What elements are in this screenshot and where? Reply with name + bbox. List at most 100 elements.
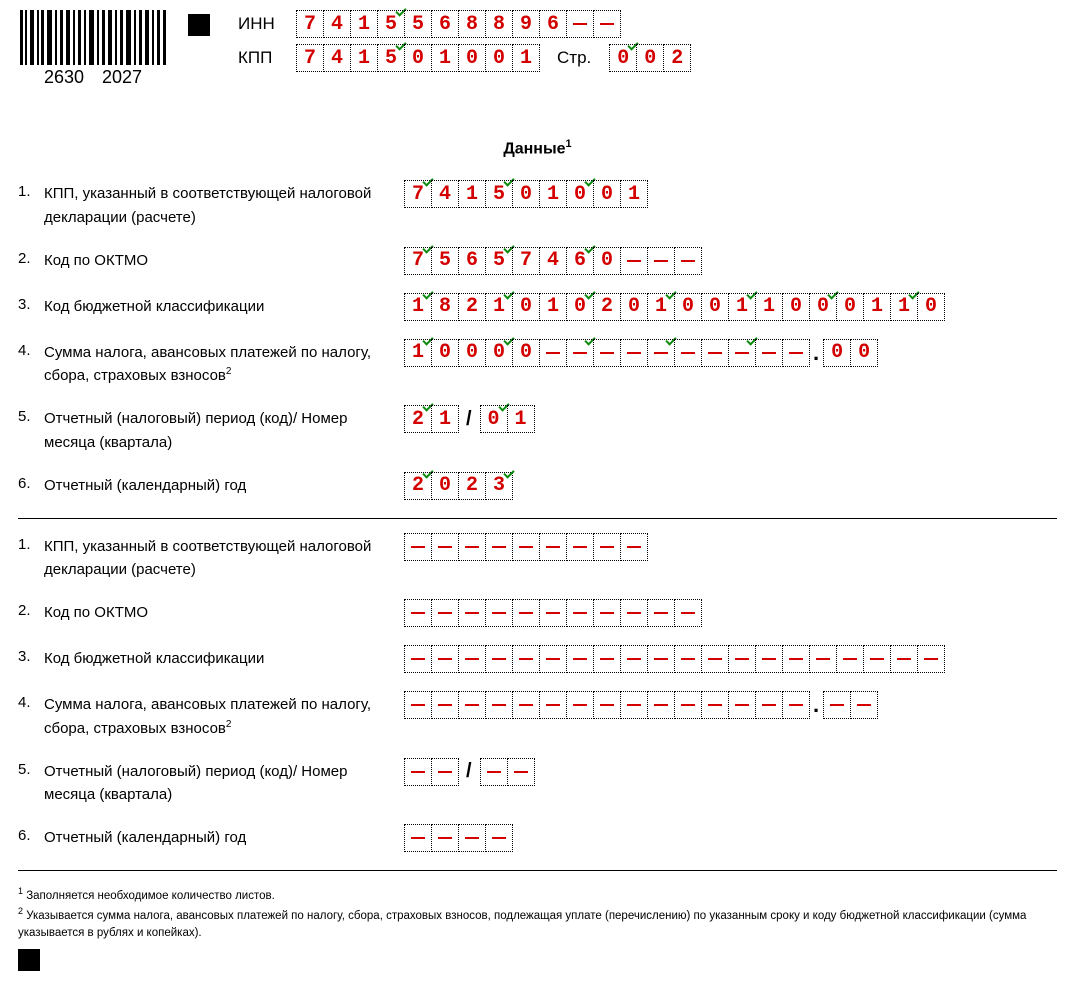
section-title-text: Данные — [503, 140, 565, 157]
row-number: 2. — [18, 599, 44, 619]
cell: 0 — [917, 293, 945, 321]
cell: 6 — [458, 247, 486, 275]
decimal-dot: . — [813, 691, 819, 719]
section-title: Данные1 — [18, 138, 1057, 158]
cell — [782, 645, 810, 673]
cell: 0 — [609, 44, 637, 72]
cell — [485, 599, 513, 627]
cell — [431, 599, 459, 627]
cell: 1 — [404, 339, 432, 367]
cell: 9 — [512, 10, 540, 38]
cell: 0 — [512, 293, 540, 321]
cell: 0 — [458, 44, 486, 72]
barcode-num-right: 2027 — [102, 67, 142, 88]
value-cells: 18210102010011000110 — [404, 293, 944, 321]
cell: 0 — [458, 339, 486, 367]
cell: 1 — [431, 405, 459, 433]
cell — [507, 758, 535, 786]
row-label: Сумма налога, авансовых платежей по нало… — [44, 339, 404, 388]
barcode-svg — [18, 10, 168, 65]
footnote-1-text: Заполняется необходимое количество листо… — [23, 890, 275, 902]
cell — [458, 645, 486, 673]
cell — [566, 691, 594, 719]
value-cells: 75657460 — [404, 247, 701, 275]
slash-sep: / — [466, 408, 472, 431]
form-row: 1.КПП, указанный в соответствующей налог… — [18, 180, 1057, 229]
form-row: 1.КПП, указанный в соответствующей налог… — [18, 533, 1057, 582]
cell: 8 — [431, 293, 459, 321]
cell: 1 — [431, 44, 459, 72]
cell — [863, 645, 891, 673]
cell: 5 — [431, 247, 459, 275]
row-label: Код бюджетной классификации — [44, 293, 404, 318]
row-label: Код бюджетной классификации — [44, 645, 404, 670]
cell: 0 — [404, 44, 432, 72]
cell: 6 — [431, 10, 459, 38]
kpp-cells: 741501001 — [296, 44, 539, 72]
inn-label: ИНН — [238, 14, 286, 34]
footnote-2-text: Указывается сумма налога, авансовых плат… — [18, 910, 1026, 939]
cell: 0 — [620, 293, 648, 321]
cell — [404, 599, 432, 627]
cell: 0 — [674, 293, 702, 321]
cell — [823, 691, 851, 719]
cell: 7 — [296, 44, 324, 72]
cell — [431, 533, 459, 561]
cell: 1 — [404, 293, 432, 321]
form-row: 6.Отчетный (календарный) год2023 — [18, 472, 1057, 500]
cell: 1 — [620, 180, 648, 208]
row-cells — [404, 645, 944, 673]
row-label: Отчетный (налоговый) период (код)/ Номер… — [44, 405, 404, 454]
cell: 8 — [458, 10, 486, 38]
inn-cells: 7415568896 — [296, 10, 620, 38]
divider-1 — [18, 518, 1057, 519]
decimal-dot: . — [813, 339, 819, 367]
cell — [755, 339, 783, 367]
amount-int-cells — [404, 691, 809, 719]
cell — [593, 691, 621, 719]
cell: 1 — [350, 44, 378, 72]
cell: 0 — [593, 247, 621, 275]
cell — [539, 339, 567, 367]
row-label: Отчетный (налоговый) период (код)/ Номер… — [44, 758, 404, 807]
row-label: Код по ОКТМО — [44, 599, 404, 624]
form-row: 4.Сумма налога, авансовых платежей по на… — [18, 691, 1057, 740]
cell — [620, 339, 648, 367]
cell: 0 — [431, 339, 459, 367]
cell — [782, 339, 810, 367]
cell: 2 — [593, 293, 621, 321]
cell — [836, 645, 864, 673]
cell: 1 — [507, 405, 535, 433]
form-row: 5.Отчетный (налоговый) период (код)/ Ном… — [18, 758, 1057, 807]
cell: 0 — [636, 44, 664, 72]
cell — [620, 691, 648, 719]
cell — [782, 691, 810, 719]
page-cells: 002 — [609, 44, 690, 72]
cell — [647, 599, 675, 627]
header-row: 2630 2027 ИНН 7415568896 КПП 741501001 С… — [18, 10, 1057, 88]
cell — [593, 533, 621, 561]
cell — [674, 691, 702, 719]
cell — [458, 533, 486, 561]
cell — [674, 247, 702, 275]
cell — [566, 339, 594, 367]
value-cells: 741501001 — [404, 180, 647, 208]
cell: 0 — [431, 472, 459, 500]
cell — [539, 691, 567, 719]
row-cells: 75657460 — [404, 247, 701, 275]
cell: 0 — [850, 339, 878, 367]
cell — [404, 691, 432, 719]
cell: 0 — [836, 293, 864, 321]
cell: 0 — [782, 293, 810, 321]
row-cells: 2023 — [404, 472, 512, 500]
cell — [512, 533, 540, 561]
cell — [620, 645, 648, 673]
cell — [647, 691, 675, 719]
cell — [512, 599, 540, 627]
cell — [674, 645, 702, 673]
cell — [593, 339, 621, 367]
cell: 1 — [485, 293, 513, 321]
barcode-num-left: 2630 — [44, 67, 84, 88]
row-label: Отчетный (календарный) год — [44, 472, 404, 497]
row-label: КПП, указанный в соответствующей налогов… — [44, 180, 404, 229]
